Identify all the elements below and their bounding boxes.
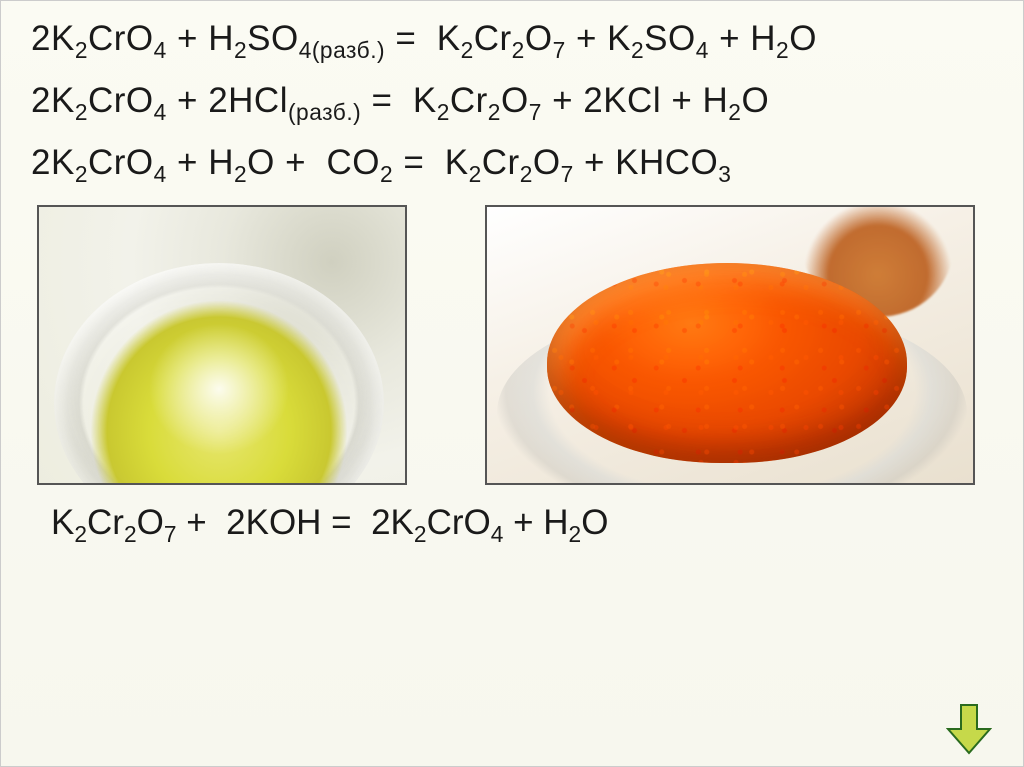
equation-1: 2K2CrO4 + H2SO4(разб.) = K2Cr2O7 + K2SO4… [31,19,993,59]
equation-3: 2K2CrO4 + H2O + CO2 = K2Cr2O7 + KHCO3 [31,143,993,183]
photo-row [31,205,993,485]
photo-chromate-yellow [37,205,407,485]
equation-2: 2K2CrO4 + 2HCl(разб.) = K2Cr2O7 + 2KCl +… [31,81,993,121]
arrow-down-icon [946,703,992,755]
arrow-path [948,705,990,753]
eq3-text: 2K2CrO4 + H2O + CO2 = K2Cr2O7 + KHCO3 [31,143,731,182]
photo-dichromate-orange [485,205,975,485]
equation-4: K2Cr2O7 + 2KOH = 2K2CrO4 + H2O [31,503,993,543]
eq2-text: 2K2CrO4 + 2HCl(разб.) = K2Cr2O7 + 2KCl +… [31,81,769,120]
eq1-text: 2K2CrO4 + H2SO4(разб.) = K2Cr2O7 + K2SO4… [31,19,817,58]
crystal-pile-orange [547,263,907,463]
eq4-text: K2Cr2O7 + 2KOH = 2K2CrO4 + H2O [51,503,608,542]
slide: 2K2CrO4 + H2SO4(разб.) = K2Cr2O7 + K2SO4… [0,0,1024,767]
